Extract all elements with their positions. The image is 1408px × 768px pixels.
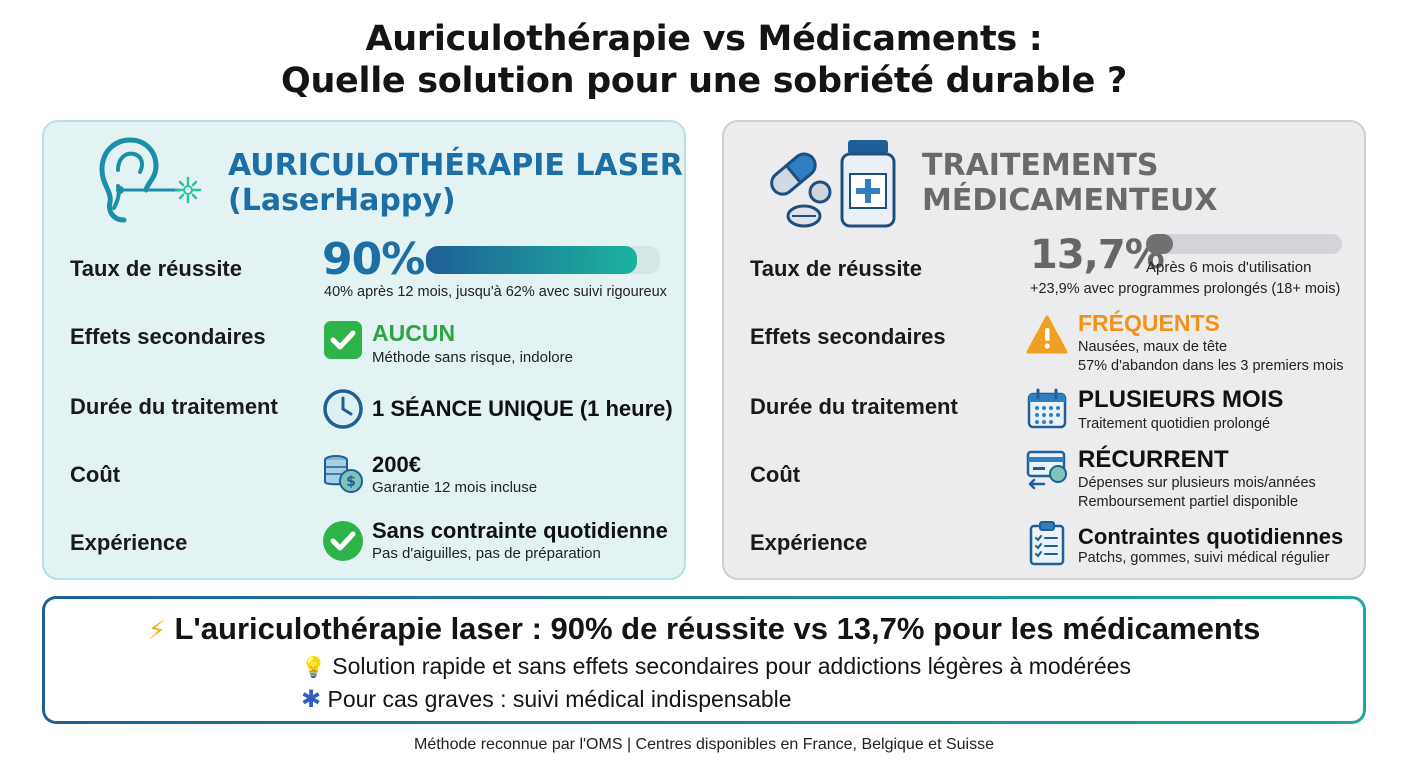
summary-headline-text: L'auriculothérapie laser : 90% de réussi… [174,611,1261,646]
row-label-duration: Durée du traitement [750,394,958,419]
success-rate-note: 40% après 12 mois, jusqu'à 62% avec suiv… [324,284,667,300]
summary-box: ⚡ L'auriculothérapie laser : 90% de réus… [42,596,1366,724]
credit-card-icon [1026,450,1067,490]
duration-note: Traitement quotidien prolongé [1078,416,1271,432]
duration-value: 1 SÉANCE UNIQUE (1 heure) [372,396,673,421]
laser-title-line-1: AURICULOTHÉRAPIE LASER [228,148,683,183]
experience-note: Pas d'aiguilles, pas de préparation [372,545,601,562]
medication-title-line-1: TRAITEMENTS [922,148,1159,183]
warning-icon [1026,315,1068,354]
row-label-experience: Expérience [750,530,868,555]
success-rate-note-2: +23,9% avec programmes prolongés (18+ mo… [1030,281,1341,297]
success-bar-track [426,246,660,274]
ear-laser-icon [99,137,202,223]
experience-note: Patchs, gommes, suivi médical régulier [1078,550,1330,566]
summary-line-2-text: Pour cas graves : suivi médical indispen… [327,686,792,712]
cost-value: RÉCURRENT [1078,446,1229,473]
row-label-success: Taux de réussite [70,256,242,281]
clock-icon [323,389,363,429]
summary-line-1-text: Solution rapide et sans effets secondair… [332,653,1131,679]
row-label-side-effects: Effets secondaires [70,324,266,349]
experience-value: Sans contrainte quotidienne [372,518,668,543]
medical-star-icon: ✱ [301,686,322,713]
footer-note: Méthode reconnue par l'OMS | Centres dis… [414,736,994,753]
clipboard-icon [1029,521,1065,566]
summary-headline: ⚡ L'auriculothérapie laser : 90% de réus… [45,611,1363,647]
side-effects-note-1: Nausées, maux de tête [1078,339,1228,355]
experience-value: Contraintes quotidiennes [1078,524,1344,549]
row-label-experience: Expérience [70,530,188,555]
row-label-duration: Durée du traitement [70,394,278,419]
svg-text:$: $ [346,474,356,490]
lightbulb-icon: 💡 [301,657,326,679]
row-label-cost: Coût [70,462,121,487]
row-label-cost: Coût [750,462,801,487]
cost-value: 200€ [372,452,421,477]
success-bar-fill [426,246,637,274]
side-effects-value: AUCUN [372,320,456,346]
page-title: Auriculothérapie vs Médicaments : Quelle… [0,18,1408,102]
success-bar-fill [1146,234,1173,254]
medication-panel: TRAITEMENTS MÉDICAMENTEUX Taux de réussi… [722,120,1366,580]
title-line-2: Quelle solution pour une sobriété durabl… [280,61,1128,101]
coins-icon: $ [324,455,363,493]
duration-value: PLUSIEURS MOIS [1078,386,1284,413]
row-label-side-effects: Effets secondaires [750,324,946,349]
summary-line-2: ✱ Pour cas graves : suivi médical indisp… [301,685,792,714]
laser-title-line-2: (LaserHappy) [228,183,456,218]
lightning-icon: ⚡ [147,615,166,645]
medication-panel-title: TRAITEMENTS MÉDICAMENTEUX [922,148,1218,218]
success-rate-note-1: Après 6 mois d'utilisation [1146,259,1312,276]
calendar-icon [1027,388,1067,429]
success-rate-value: 90% [322,234,425,285]
cost-note-1: Dépenses sur plusieurs mois/années [1078,475,1316,491]
cost-note-2: Remboursement partiel disponible [1078,494,1299,510]
success-rate-value: 13,7% [1030,232,1165,278]
row-label-success: Taux de réussite [750,256,922,281]
laser-panel: AURICULOTHÉRAPIE LASER (LaserHappy) Taux… [42,120,686,580]
check-circle-icon [323,521,363,561]
side-effects-note-2: 57% d'abandon dans les 3 premiers mois [1078,358,1344,374]
laser-panel-title: AURICULOTHÉRAPIE LASER (LaserHappy) [228,148,683,218]
summary-line-1: 💡 Solution rapide et sans effets seconda… [301,653,1131,680]
cost-note: Garantie 12 mois incluse [372,479,538,496]
checkbox-icon [324,321,362,359]
side-effects-value: FRÉQUENTS [1078,310,1220,336]
medication-title-line-2: MÉDICAMENTEUX [922,183,1218,218]
title-line-1: Auriculothérapie vs Médicaments : [365,19,1043,59]
side-effects-note: Méthode sans risque, indolore [372,349,573,366]
success-bar-track [1146,234,1342,254]
pills-bottle-icon [770,140,896,228]
